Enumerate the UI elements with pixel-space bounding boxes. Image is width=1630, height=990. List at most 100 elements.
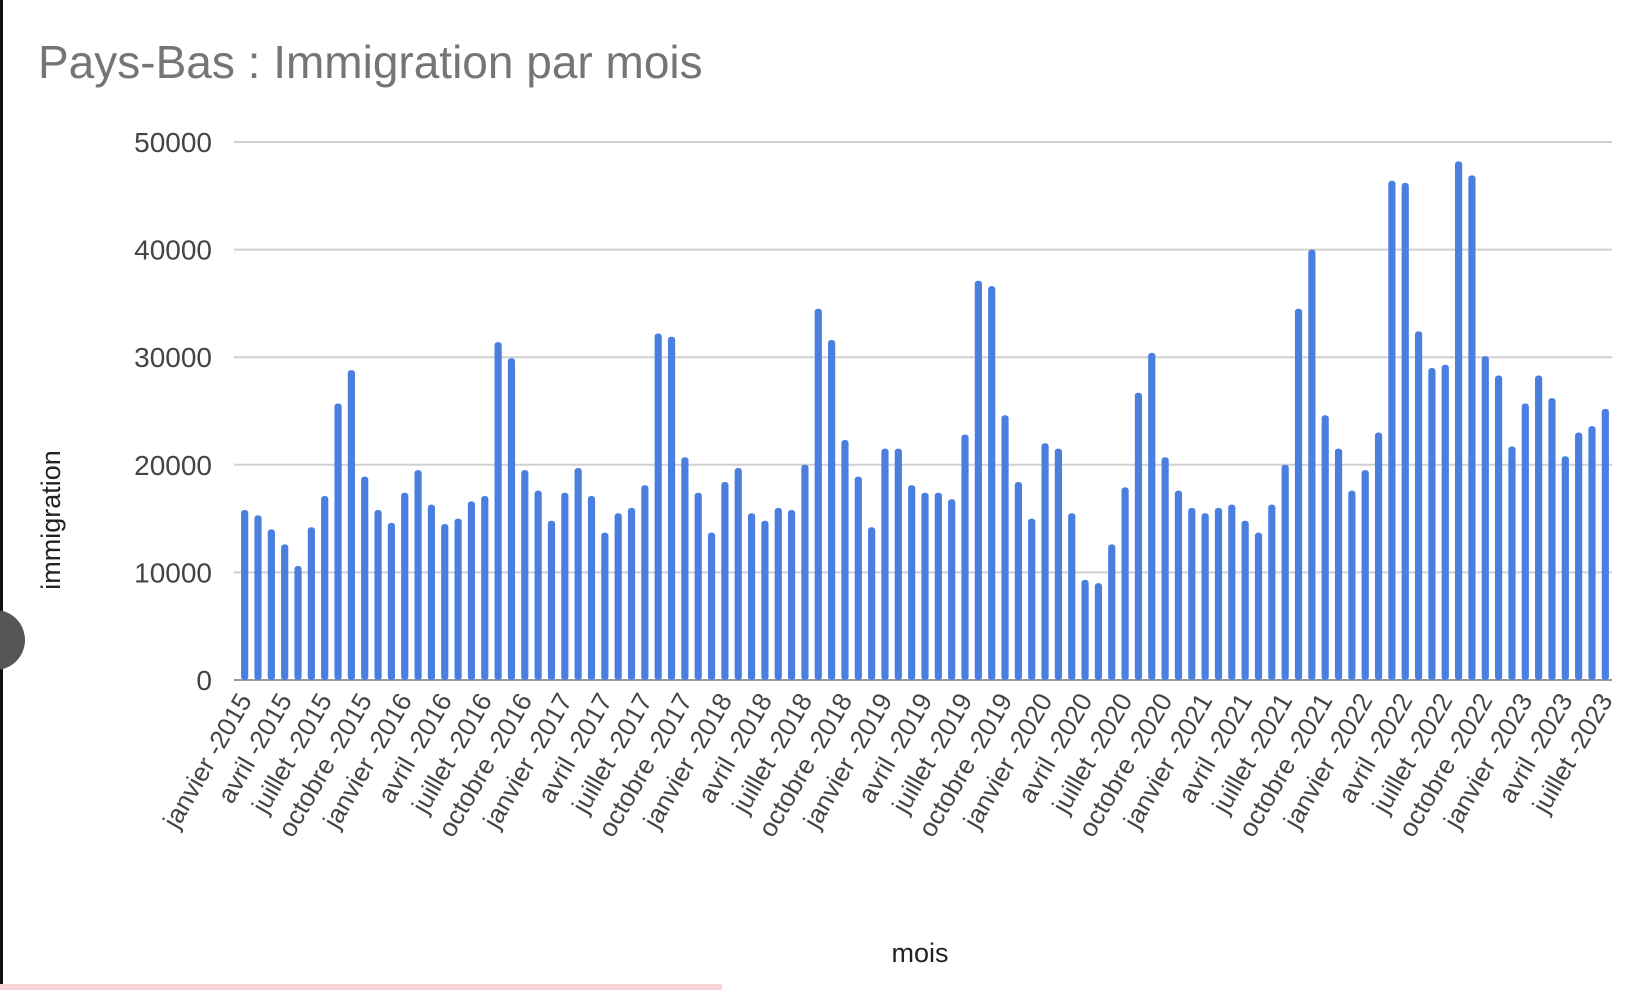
bar xyxy=(1281,464,1289,680)
bar xyxy=(707,532,716,680)
bar xyxy=(1521,403,1529,680)
bar xyxy=(1054,448,1062,680)
y-tick-label: 20000 xyxy=(134,450,212,481)
chart-title: Pays-Bas : Immigration par mois xyxy=(38,36,703,88)
bar xyxy=(894,448,902,680)
bar xyxy=(761,520,769,680)
bar xyxy=(881,448,889,680)
bar xyxy=(1414,331,1423,680)
bar xyxy=(1214,507,1223,680)
bar xyxy=(414,470,422,680)
bar xyxy=(601,532,609,680)
y-tick-label: 30000 xyxy=(134,342,212,373)
bar xyxy=(387,522,396,680)
bar xyxy=(788,509,796,680)
bar xyxy=(1588,426,1596,680)
bar xyxy=(281,544,289,680)
bar xyxy=(667,336,676,680)
bar xyxy=(1548,398,1556,680)
bar xyxy=(1201,513,1209,680)
bar xyxy=(641,485,649,680)
bar xyxy=(1028,518,1036,680)
bar xyxy=(1334,448,1343,680)
bar xyxy=(654,333,662,680)
progress-bar xyxy=(0,984,722,990)
bar xyxy=(1348,490,1356,680)
window-edge xyxy=(0,0,3,990)
bar xyxy=(868,527,876,680)
bar xyxy=(1081,579,1089,680)
bar xyxy=(427,504,436,680)
bar xyxy=(1508,446,1516,680)
bar xyxy=(521,470,529,680)
bar xyxy=(241,509,249,680)
bar xyxy=(1014,482,1022,680)
scroll-handle[interactable] xyxy=(0,610,25,670)
bar xyxy=(507,358,516,680)
bar xyxy=(734,468,742,680)
bar xyxy=(1535,375,1543,680)
bar xyxy=(828,339,836,680)
bar xyxy=(1401,182,1409,680)
bar xyxy=(1254,532,1263,680)
bar xyxy=(1068,513,1076,680)
bar xyxy=(747,513,756,680)
bar xyxy=(361,476,369,680)
bar xyxy=(547,520,556,680)
bar xyxy=(454,518,462,680)
bar xyxy=(961,434,969,680)
bar xyxy=(627,507,636,680)
bar xyxy=(934,492,942,680)
bar xyxy=(694,492,702,680)
bar xyxy=(908,485,916,680)
bar xyxy=(721,482,729,680)
bar xyxy=(1148,352,1156,680)
bar xyxy=(1094,583,1103,680)
y-tick-label: 10000 xyxy=(134,557,212,588)
bar xyxy=(1441,364,1449,680)
bar xyxy=(1428,367,1436,680)
bar xyxy=(574,468,582,680)
bar xyxy=(467,501,476,680)
bar xyxy=(1228,504,1236,680)
bar xyxy=(988,286,996,680)
bar xyxy=(1108,544,1116,680)
bar xyxy=(321,496,329,680)
bar xyxy=(681,457,689,680)
bar xyxy=(1268,504,1276,680)
bar xyxy=(1294,308,1303,680)
bar xyxy=(1561,456,1569,680)
bar xyxy=(294,565,302,680)
bar xyxy=(1308,249,1316,680)
x-axis-title: mois xyxy=(891,938,948,968)
bar xyxy=(561,492,569,680)
bar xyxy=(1121,487,1129,680)
bar xyxy=(1041,443,1049,680)
bar xyxy=(374,509,382,680)
bar xyxy=(1388,180,1396,680)
bar xyxy=(1321,415,1329,680)
bar xyxy=(841,440,849,680)
bar xyxy=(1374,432,1383,680)
bar xyxy=(334,403,342,680)
bar xyxy=(974,280,982,680)
bar xyxy=(1454,161,1463,681)
bar xyxy=(254,515,262,680)
bar xyxy=(1495,375,1503,680)
y-tick-label: 50000 xyxy=(134,127,212,158)
bar xyxy=(948,499,956,680)
bar xyxy=(1361,470,1369,680)
bar xyxy=(614,513,622,680)
y-tick-label: 0 xyxy=(196,665,212,696)
bar xyxy=(401,492,409,680)
bar xyxy=(1161,457,1169,680)
bar xyxy=(854,476,862,680)
bar xyxy=(1575,432,1583,680)
bar xyxy=(347,370,355,680)
bar xyxy=(1468,175,1476,680)
bar xyxy=(1241,520,1249,680)
bar xyxy=(774,507,782,680)
bar xyxy=(1001,415,1009,680)
